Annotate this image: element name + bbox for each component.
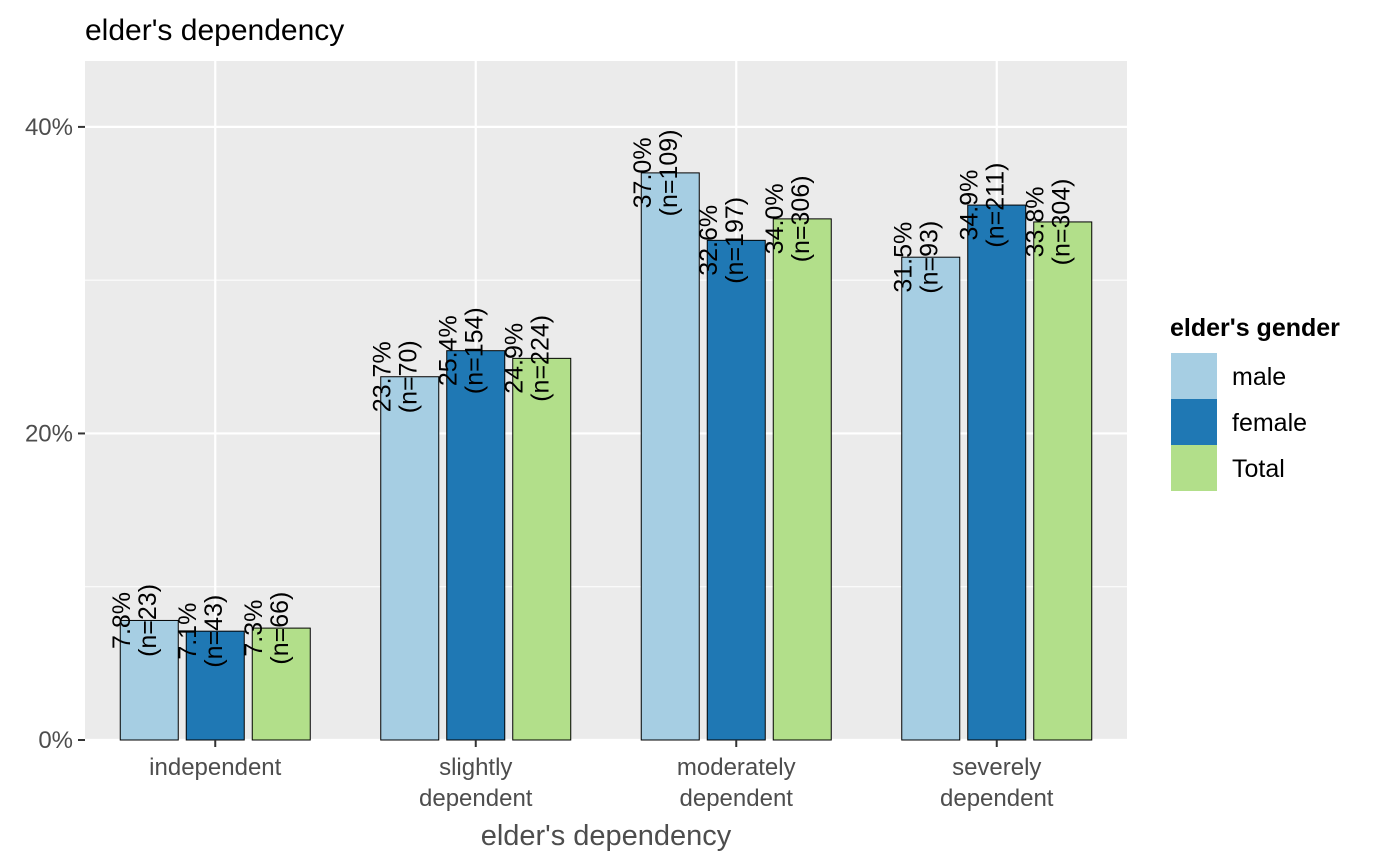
percent-label: 32.6%	[695, 205, 723, 276]
chart-title: elder's dependency	[85, 14, 344, 47]
count-label: (n=224)	[526, 315, 554, 402]
x-tick-label-line: severely	[952, 754, 1041, 781]
percent-label: 7.3%	[240, 600, 268, 657]
percent-label: 24.9%	[500, 323, 528, 394]
count-label: (n=43)	[200, 595, 228, 668]
percent-label: 25.4%	[434, 315, 462, 386]
percent-label: 34.0%	[761, 183, 789, 254]
x-tick-label-line: independent	[149, 754, 281, 781]
bar-male-4	[901, 256, 961, 741]
count-label: (n=304)	[1047, 178, 1075, 265]
x-tick-label: moderately dependent	[677, 754, 796, 812]
bar-female-2	[446, 350, 506, 741]
bar-total-4	[1033, 221, 1093, 741]
x-tick-label: severely dependent	[940, 754, 1054, 812]
x-axis: independent slightly dependent moderately de…	[149, 740, 1054, 812]
x-tick-label-line: moderately	[677, 754, 796, 781]
legend-title: elder's gender	[1170, 314, 1340, 342]
count-label: (n=154)	[460, 307, 488, 394]
bar-male-2	[380, 376, 440, 741]
count-label: (n=109)	[655, 129, 683, 216]
y-axis: 0% 20% 40%	[25, 114, 85, 754]
bar-total-1	[251, 627, 311, 741]
y-tick-label: 0%	[38, 727, 73, 754]
percent-label: 37.0%	[629, 137, 657, 208]
percent-label: 31.5%	[889, 222, 917, 293]
percent-label: 7.1%	[174, 603, 202, 660]
bar-labels: 7.8%(n=23)23.7%(n=70)37.0%(n=109)31.5%(n…	[108, 129, 1076, 667]
count-label: (n=70)	[394, 340, 422, 413]
bar-female-3	[706, 239, 766, 741]
x-tick-label-line: dependent	[419, 785, 533, 812]
count-label: (n=211)	[981, 163, 1009, 248]
y-tick-label: 20%	[25, 420, 73, 447]
legend-key-female	[1171, 399, 1217, 445]
bar-male-3	[640, 172, 700, 741]
count-label: (n=197)	[721, 197, 749, 284]
percent-label: 34.9%	[955, 170, 983, 241]
bar-total-2	[512, 357, 572, 741]
legend-key-male	[1171, 353, 1217, 399]
x-tick-label-line: slightly	[439, 754, 512, 781]
count-label: (n=306)	[787, 175, 815, 262]
x-tick-label-line: dependent	[680, 785, 794, 812]
y-tick-label: 40%	[25, 114, 73, 141]
bar-total-3	[772, 218, 832, 741]
x-tick-label-line: dependent	[940, 785, 1054, 812]
percent-label: 33.8%	[1021, 186, 1049, 257]
count-label: (n=66)	[266, 592, 294, 665]
legend-label-total: Total	[1232, 455, 1285, 483]
legend-key-total	[1171, 445, 1217, 491]
x-tick-label: slightly dependent	[419, 754, 533, 812]
percent-label: 7.8%	[108, 592, 136, 649]
percent-label: 23.7%	[368, 341, 396, 412]
x-axis-title: elder's dependency	[481, 820, 732, 852]
legend-label-female: female	[1232, 409, 1307, 437]
bar-female-4	[967, 204, 1027, 741]
legend: elder's gender male female Total	[1170, 314, 1340, 491]
legend-label-male: male	[1232, 363, 1286, 391]
count-label: (n=23)	[134, 584, 162, 657]
bar-male-1	[119, 619, 179, 741]
bars	[119, 172, 1093, 741]
count-label: (n=93)	[915, 221, 943, 294]
x-tick-label: independent	[149, 754, 281, 781]
